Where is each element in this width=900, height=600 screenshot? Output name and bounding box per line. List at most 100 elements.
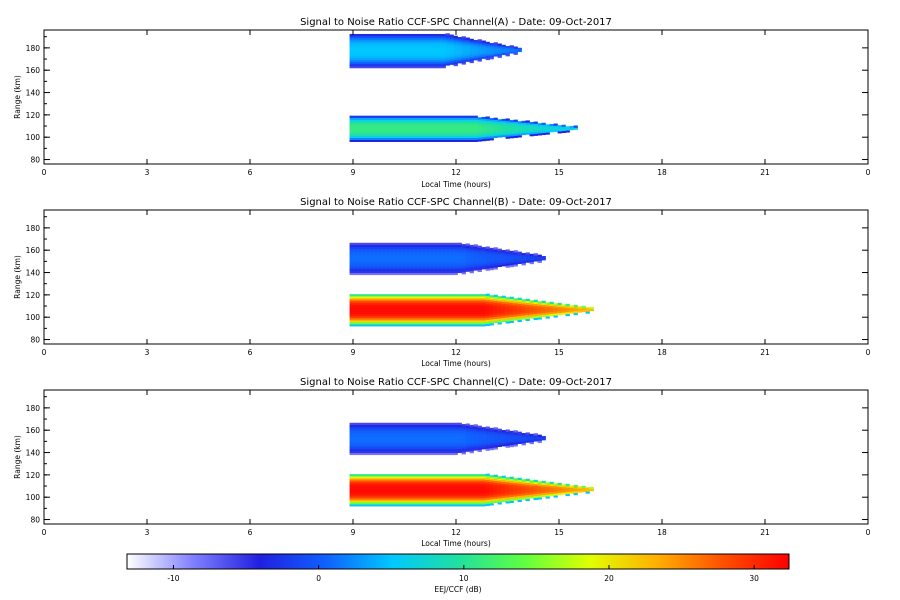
heatmap-cell <box>525 256 530 259</box>
heatmap-cell <box>481 439 486 442</box>
heatmap-cell <box>465 139 470 142</box>
heatmap-cell <box>389 492 394 495</box>
heatmap-cell <box>501 313 506 316</box>
heatmap-cell <box>353 310 358 313</box>
heatmap-cell <box>393 57 398 61</box>
heatmap-cell <box>437 115 442 118</box>
heatmap-cell <box>445 272 450 276</box>
heatmap-cell <box>561 306 566 309</box>
heatmap-cell <box>449 442 454 446</box>
heatmap-cell <box>437 242 442 246</box>
heatmap-cell <box>513 436 518 439</box>
heatmap-cell <box>421 133 426 136</box>
heatmap-cell <box>405 432 410 436</box>
heatmap-cell <box>465 445 470 448</box>
heatmap-cell <box>493 318 498 321</box>
heatmap-cell <box>381 432 386 436</box>
heatmap-cell <box>357 129 362 132</box>
heatmap-cell <box>437 59 442 63</box>
heatmap-cell <box>449 44 454 47</box>
heatmap-cell <box>369 424 374 428</box>
heatmap-cell <box>537 491 542 494</box>
heatmap-cell <box>445 500 450 503</box>
heatmap-cell <box>353 484 358 487</box>
heatmap-cell <box>473 123 478 126</box>
heatmap-cell <box>517 481 522 485</box>
heatmap-cell <box>445 442 450 446</box>
heatmap-cell <box>429 436 434 440</box>
heatmap-cell <box>437 53 442 57</box>
heatmap-cell <box>377 490 382 493</box>
heatmap-cell <box>525 438 530 441</box>
heatmap-cell <box>405 300 410 303</box>
heatmap-cell <box>361 428 366 432</box>
heatmap-cell <box>389 123 394 126</box>
heatmap-cell <box>401 248 406 252</box>
heatmap-cell <box>481 261 486 264</box>
heatmap-cell <box>429 244 434 248</box>
heatmap-cell <box>381 63 386 67</box>
heatmap-cell <box>469 50 474 54</box>
heatmap-cell <box>369 125 374 128</box>
heatmap-cell <box>549 123 554 127</box>
heatmap-cell <box>497 320 502 323</box>
heatmap-cell <box>373 488 378 491</box>
heatmap-cell <box>425 322 430 325</box>
heatmap-cell <box>381 121 386 124</box>
heatmap-cell <box>441 480 446 483</box>
heatmap-cell <box>425 270 430 274</box>
heatmap-cell <box>441 39 446 43</box>
heatmap-cell <box>433 476 438 479</box>
heatmap-cell <box>405 268 410 272</box>
heatmap-cell <box>361 254 366 258</box>
heatmap-cell <box>461 324 466 327</box>
heatmap-cell <box>537 313 542 316</box>
heatmap-cell <box>417 262 422 266</box>
heatmap-cell <box>481 492 486 495</box>
heatmap-cell <box>405 476 410 479</box>
heatmap-cell <box>485 319 490 322</box>
heatmap-cell <box>401 300 406 303</box>
heatmap-cell <box>465 486 470 489</box>
heatmap-cell <box>497 129 502 132</box>
heatmap-cell <box>465 447 470 450</box>
heatmap-cell <box>377 53 382 57</box>
heatmap-cell <box>449 117 454 120</box>
heatmap-cell <box>513 258 518 261</box>
heatmap-cell <box>409 294 414 297</box>
heatmap-cell <box>377 55 382 59</box>
heatmap-cell <box>469 250 474 254</box>
heatmap-cell <box>489 261 494 265</box>
heatmap-cell <box>525 132 530 135</box>
heatmap-cell <box>417 302 422 305</box>
heatmap-cell <box>445 448 450 452</box>
heatmap-cell <box>409 426 414 430</box>
heatmap-cell <box>437 498 442 501</box>
heatmap-cell <box>417 500 422 503</box>
heatmap-cell <box>401 486 406 489</box>
heatmap-cell <box>517 313 522 317</box>
heatmap-cell <box>409 322 414 325</box>
heatmap-cell <box>425 320 430 323</box>
heatmap-cell <box>385 494 390 497</box>
heatmap-cell <box>369 47 374 51</box>
heatmap-cell <box>545 492 550 495</box>
heatmap-cell <box>361 500 366 503</box>
heatmap-cell <box>389 43 394 47</box>
heatmap-cell <box>473 504 478 507</box>
heatmap-cell <box>417 422 422 426</box>
heatmap-cell <box>453 498 458 501</box>
heatmap-cell <box>469 494 474 497</box>
heatmap-cell <box>485 264 490 267</box>
heatmap-cell <box>457 434 462 438</box>
heatmap-cell <box>397 476 402 479</box>
heatmap-cell <box>497 306 502 309</box>
heatmap-cell <box>521 120 526 124</box>
heatmap-cell <box>465 43 470 46</box>
heatmap-cell <box>389 272 394 276</box>
heatmap-cell <box>521 435 526 438</box>
heatmap-cell <box>377 125 382 128</box>
heatmap-cell <box>501 295 506 298</box>
heatmap-cell <box>393 49 398 53</box>
heatmap-cell <box>413 502 418 505</box>
